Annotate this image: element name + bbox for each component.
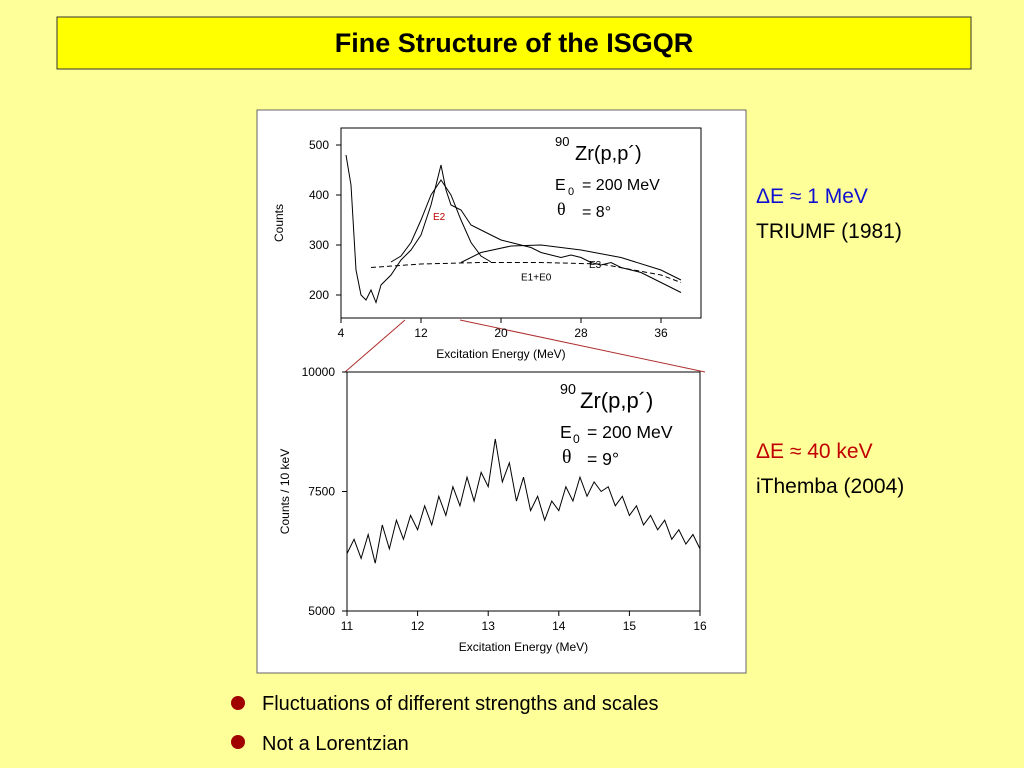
series-line: [390, 179, 492, 263]
series-line: [460, 244, 682, 281]
y-axis-label: Counts: [272, 204, 286, 242]
reaction: Zr(p,p´): [580, 388, 653, 413]
series-line: [345, 154, 682, 305]
title-box: [56, 16, 972, 70]
resolution: ΔE ≈ 40 keV: [756, 440, 873, 463]
facility: TRIUMF (1981): [756, 220, 902, 243]
x-tick-label: 11: [341, 619, 354, 633]
bullet-icon: [231, 735, 245, 749]
beam-sub: 0: [573, 432, 580, 446]
mass-number: 90: [555, 134, 569, 149]
x-tick-label: 28: [574, 326, 588, 340]
x-tick-label: 4: [338, 326, 345, 340]
beam-energy: = 200 MeV: [587, 422, 673, 442]
y-tick-label: 10000: [302, 365, 336, 379]
y-axis-label: Counts / 10 keV: [278, 449, 292, 534]
facility: iThemba (2004): [756, 475, 904, 498]
x-tick-label: 13: [482, 619, 496, 633]
x-tick-label: 12: [411, 619, 425, 633]
y-tick-label: 7500: [308, 485, 335, 499]
angle-symbol: θ: [562, 446, 571, 468]
y-tick-label: 300: [309, 238, 329, 252]
x-tick-label: 15: [623, 619, 637, 633]
curve-label: E1+E0: [521, 273, 552, 284]
series-line: [370, 262, 682, 283]
y-tick-label: 200: [309, 288, 329, 302]
plot-frame: [340, 127, 702, 319]
figure-panel: [256, 109, 747, 674]
zoom-line: [459, 319, 706, 373]
beam-symbol: E: [560, 422, 572, 442]
reaction: Zr(p,p´): [575, 143, 642, 165]
resolution: ΔE ≈ 1 MeV: [756, 185, 868, 208]
x-tick-label: 36: [654, 326, 668, 340]
bullet: Fluctuations of different strengths and …: [262, 693, 659, 715]
bullet: Not a Lorentzian: [262, 733, 409, 755]
curve-label: E3: [589, 260, 602, 271]
x-tick-label: 12: [414, 326, 428, 340]
x-tick-label: 16: [693, 619, 707, 633]
y-tick-label: 5000: [308, 604, 335, 618]
beam-sub: 0: [568, 186, 574, 198]
title: Fine Structure of the ISGQR: [335, 28, 694, 58]
y-tick-label: 400: [309, 188, 329, 202]
angle-value: = 8°: [582, 204, 611, 221]
angle-value: = 9°: [587, 449, 619, 469]
mass-number: 90: [560, 382, 576, 398]
beam-energy: = 200 MeV: [582, 177, 660, 194]
series-line: [346, 438, 701, 564]
angle-symbol: θ: [557, 199, 566, 219]
y-tick-label: 500: [309, 138, 329, 152]
bullet-icon: [231, 696, 245, 710]
curve-label: E2: [433, 212, 446, 223]
beam-symbol: E: [555, 177, 566, 194]
zoom-line: [344, 319, 406, 373]
x-tick-label: 20: [494, 326, 508, 340]
x-axis-label: Excitation Energy (MeV): [436, 347, 565, 361]
x-axis-label: Excitation Energy (MeV): [459, 640, 588, 654]
x-tick-label: 14: [552, 619, 566, 633]
